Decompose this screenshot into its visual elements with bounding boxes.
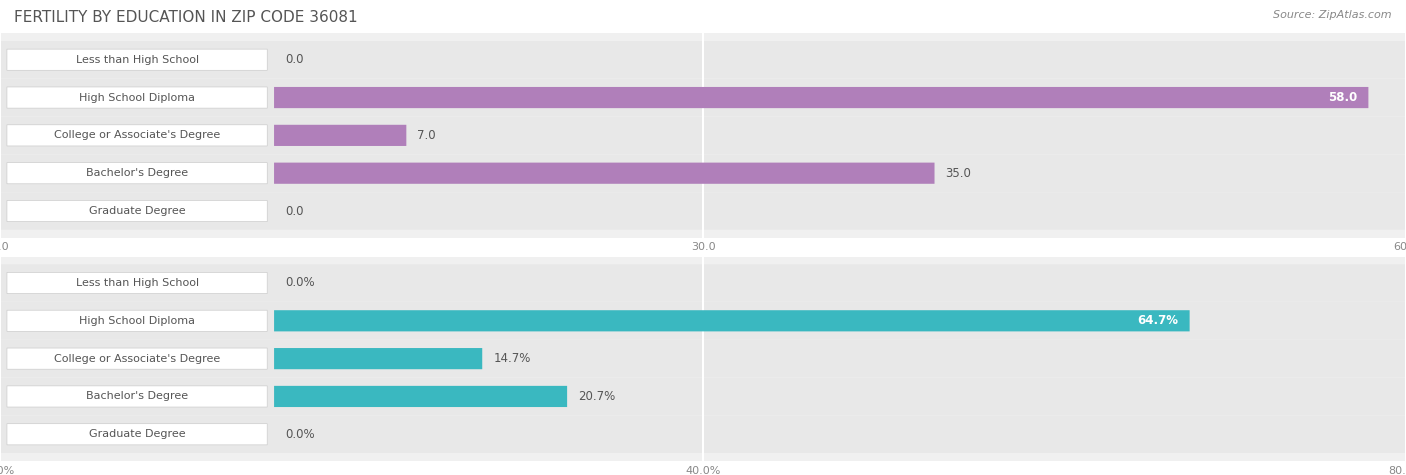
Text: 7.0: 7.0 (418, 129, 436, 142)
FancyBboxPatch shape (7, 348, 267, 369)
Text: Graduate Degree: Graduate Degree (89, 429, 186, 439)
FancyBboxPatch shape (0, 117, 1406, 154)
FancyBboxPatch shape (7, 125, 267, 146)
Text: Less than High School: Less than High School (76, 278, 198, 288)
Text: Less than High School: Less than High School (76, 55, 198, 65)
FancyBboxPatch shape (274, 162, 935, 184)
Text: College or Associate's Degree: College or Associate's Degree (53, 130, 221, 141)
Text: Bachelor's Degree: Bachelor's Degree (86, 168, 188, 178)
Text: 14.7%: 14.7% (494, 352, 531, 365)
FancyBboxPatch shape (7, 162, 267, 184)
FancyBboxPatch shape (274, 87, 1368, 108)
FancyBboxPatch shape (7, 272, 267, 294)
FancyBboxPatch shape (7, 200, 267, 222)
Text: Bachelor's Degree: Bachelor's Degree (86, 391, 188, 401)
FancyBboxPatch shape (7, 49, 267, 70)
FancyBboxPatch shape (7, 386, 267, 407)
Text: 35.0: 35.0 (946, 167, 972, 180)
Text: 64.7%: 64.7% (1137, 314, 1178, 327)
FancyBboxPatch shape (0, 154, 1406, 192)
Text: High School Diploma: High School Diploma (79, 316, 195, 326)
Text: 0.0: 0.0 (285, 53, 304, 66)
FancyBboxPatch shape (274, 310, 1189, 332)
FancyBboxPatch shape (0, 41, 1406, 78)
FancyBboxPatch shape (274, 348, 482, 369)
FancyBboxPatch shape (0, 79, 1406, 116)
FancyBboxPatch shape (0, 264, 1406, 302)
Text: High School Diploma: High School Diploma (79, 93, 195, 103)
FancyBboxPatch shape (7, 424, 267, 445)
FancyBboxPatch shape (274, 386, 567, 407)
Text: 0.0: 0.0 (285, 205, 304, 218)
FancyBboxPatch shape (0, 340, 1406, 377)
FancyBboxPatch shape (7, 310, 267, 332)
FancyBboxPatch shape (274, 125, 406, 146)
Text: 20.7%: 20.7% (578, 390, 616, 403)
Text: College or Associate's Degree: College or Associate's Degree (53, 353, 221, 364)
Text: Graduate Degree: Graduate Degree (89, 206, 186, 216)
FancyBboxPatch shape (0, 302, 1406, 340)
FancyBboxPatch shape (7, 87, 267, 108)
Text: 58.0: 58.0 (1327, 91, 1357, 104)
FancyBboxPatch shape (0, 416, 1406, 453)
FancyBboxPatch shape (0, 378, 1406, 415)
Text: 0.0%: 0.0% (285, 276, 315, 289)
FancyBboxPatch shape (0, 192, 1406, 230)
Text: FERTILITY BY EDUCATION IN ZIP CODE 36081: FERTILITY BY EDUCATION IN ZIP CODE 36081 (14, 10, 357, 25)
Text: 0.0%: 0.0% (285, 428, 315, 441)
Text: Source: ZipAtlas.com: Source: ZipAtlas.com (1274, 10, 1392, 19)
